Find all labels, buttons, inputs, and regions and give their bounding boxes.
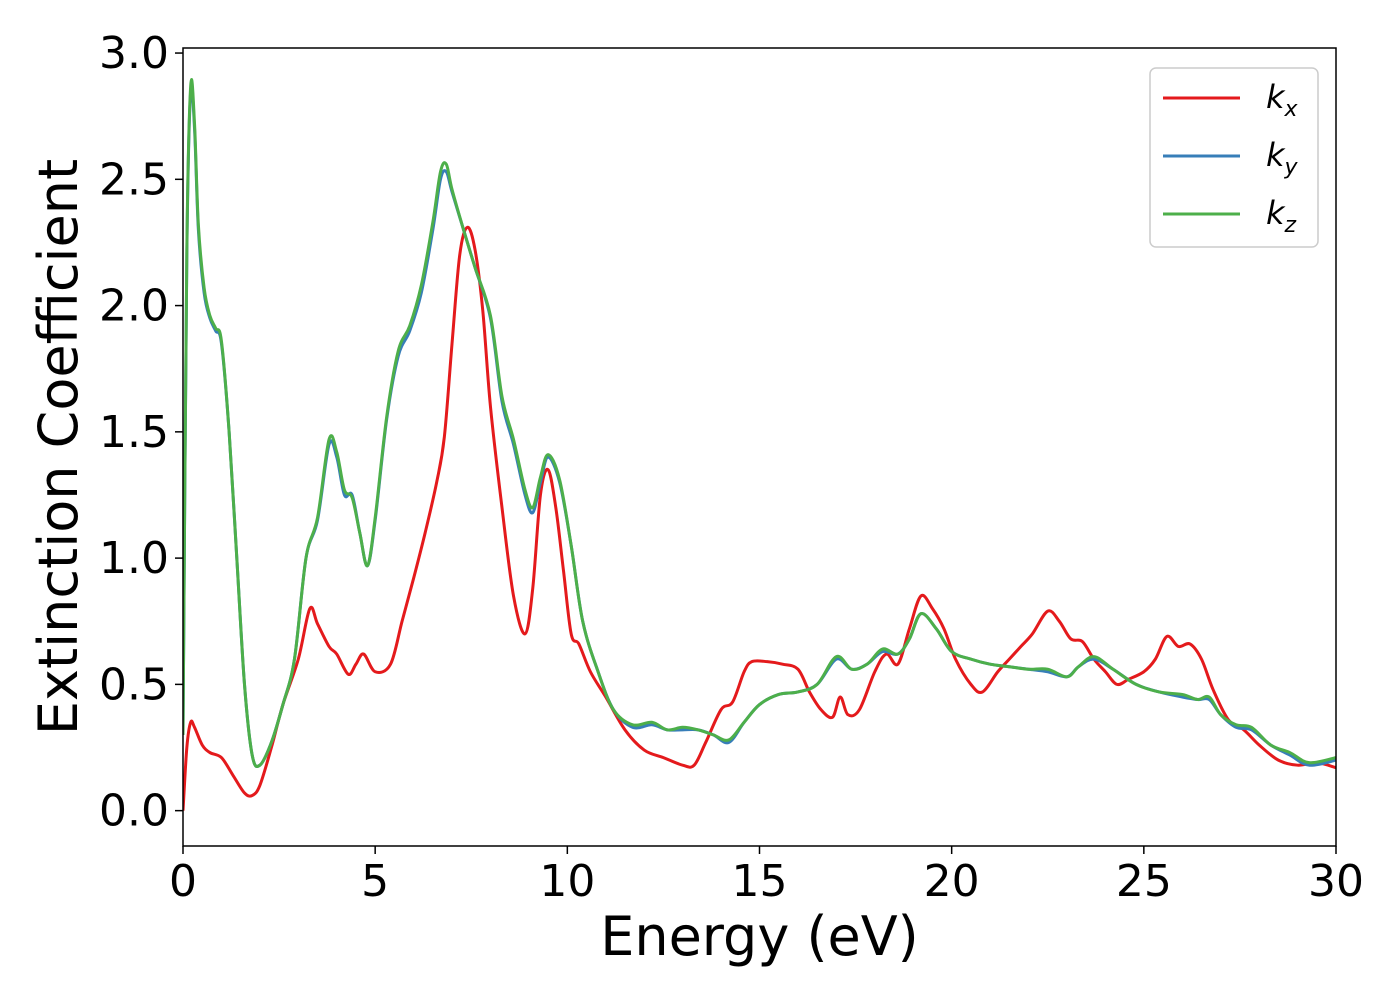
y-tick-label: 1.5 — [99, 407, 169, 458]
legend-label-z: kz — [1266, 194, 1297, 238]
x-tick-label: 15 — [732, 856, 788, 907]
series-line-z — [183, 78, 1336, 768]
y-tick-label: 2.5 — [99, 154, 169, 205]
y-tick-label: 0.5 — [99, 659, 169, 710]
y-tick-label: 2.0 — [99, 281, 169, 332]
axes-layer: 0 5 10 15 20 25 30 0.0 0.5 1.0 1.5 2.0 2.5 3.0 — [99, 28, 1364, 907]
x-tick-label: 25 — [1116, 856, 1172, 907]
x-axis-title: Energy (eV) — [600, 905, 919, 968]
y-tick-label: 0.0 — [99, 786, 169, 837]
y-tick-label: 3.0 — [99, 28, 169, 79]
plot-background — [183, 48, 1336, 846]
y-tick-label: 1.0 — [99, 533, 169, 584]
x-tick-label: 0 — [169, 856, 197, 907]
x-tick-label: 10 — [539, 856, 595, 907]
legend-label-x: kx — [1266, 78, 1299, 122]
x-tick-label: 30 — [1308, 856, 1364, 907]
series-layer — [183, 78, 1336, 811]
plot-area — [183, 48, 1336, 846]
x-tick-label: 20 — [924, 856, 980, 907]
legend-label-y: ky — [1266, 136, 1299, 180]
legend: kx ky kz — [1149, 67, 1319, 248]
y-axis-title: Extinction Coefficient — [27, 159, 90, 735]
x-tick-label: 5 — [361, 856, 389, 907]
